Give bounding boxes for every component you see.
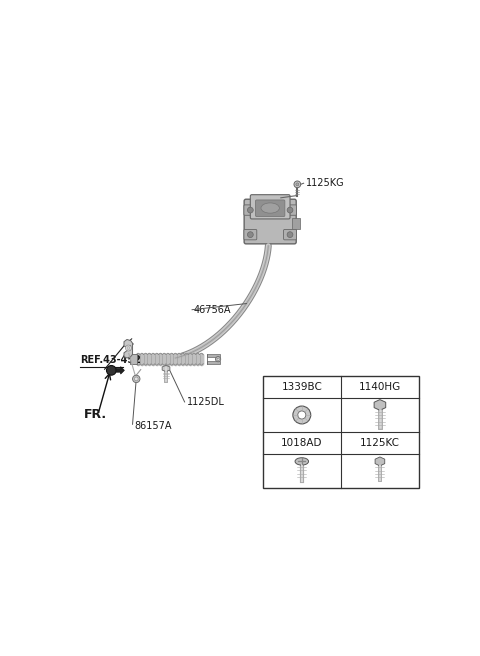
Bar [207, 361, 220, 364]
Circle shape [127, 346, 130, 350]
FancyBboxPatch shape [284, 205, 297, 215]
Text: 1125KC: 1125KC [360, 438, 400, 448]
Polygon shape [116, 367, 124, 374]
Text: 1125DL: 1125DL [186, 397, 224, 407]
FancyBboxPatch shape [284, 230, 297, 240]
Ellipse shape [295, 458, 309, 465]
Circle shape [287, 207, 293, 213]
Text: 1125KG: 1125KG [305, 178, 344, 188]
Text: REF.43-452: REF.43-452 [81, 355, 141, 365]
FancyBboxPatch shape [255, 200, 285, 216]
Text: 86157A: 86157A [134, 421, 172, 431]
FancyBboxPatch shape [244, 205, 257, 215]
FancyBboxPatch shape [244, 199, 296, 244]
Polygon shape [162, 365, 170, 371]
Ellipse shape [261, 203, 279, 213]
Circle shape [248, 232, 253, 237]
Circle shape [298, 411, 306, 419]
Circle shape [132, 375, 140, 382]
FancyBboxPatch shape [250, 195, 290, 219]
Circle shape [217, 358, 219, 360]
Text: 1018AD: 1018AD [281, 438, 323, 448]
Circle shape [134, 377, 138, 380]
Polygon shape [375, 457, 385, 466]
Polygon shape [374, 400, 386, 410]
Text: 46756A: 46756A [194, 304, 231, 315]
Polygon shape [124, 339, 132, 358]
Circle shape [296, 183, 299, 186]
FancyBboxPatch shape [244, 230, 257, 240]
Circle shape [125, 345, 132, 351]
Circle shape [107, 365, 116, 375]
Text: 1140HG: 1140HG [359, 382, 401, 392]
Bar [207, 354, 220, 358]
Circle shape [216, 357, 221, 361]
Bar [130, 354, 137, 364]
Circle shape [294, 181, 300, 188]
Bar [292, 218, 300, 229]
Circle shape [287, 232, 293, 237]
Circle shape [293, 406, 311, 424]
Text: FR.: FR. [84, 409, 108, 421]
Bar [263, 376, 419, 487]
Circle shape [248, 207, 253, 213]
Text: 1339BC: 1339BC [281, 382, 322, 392]
